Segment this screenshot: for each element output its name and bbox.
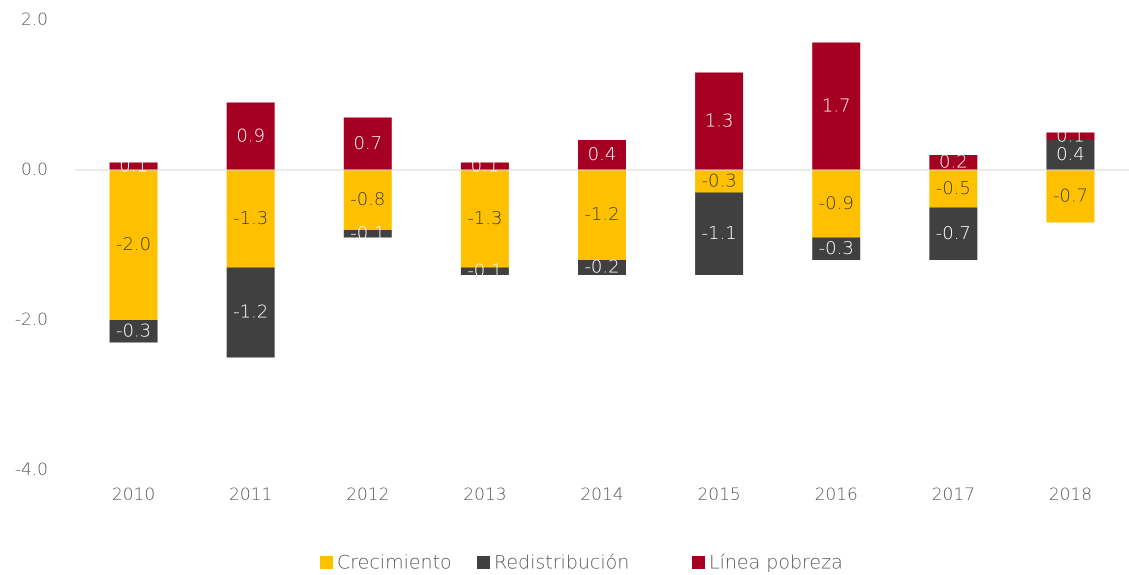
data-label: 0.1 [119,155,148,176]
data-label: 0.2 [939,152,968,173]
bar-segment [226,267,275,358]
data-label: -0.7 [1053,185,1088,206]
bar-segment [1046,170,1095,223]
bar-segment [695,170,744,193]
data-label: -1.2 [584,204,619,225]
legend-swatch [692,556,705,569]
x-tick-label: 2018 [1049,485,1092,505]
data-label: -1.3 [467,208,502,229]
bar-segment [929,170,978,208]
bar-segment [812,237,861,260]
bar-segment [695,192,744,275]
y-tick-label: 2.0 [21,10,48,30]
data-label: -0.9 [819,193,854,214]
bar-segment [109,170,158,320]
data-label: -0.3 [116,320,151,341]
y-tick-label: 0.0 [21,160,48,180]
bar-segment [343,230,392,238]
bar-segment [929,207,978,260]
data-label: -1.2 [233,302,268,323]
data-label: -1.1 [702,223,737,244]
bar-segment [812,42,861,170]
bar-segment [460,170,509,268]
data-label: 0.7 [353,133,382,154]
bar-segment [812,170,861,238]
bar-segment [578,170,626,260]
legend-label: Línea pobreza [709,552,843,574]
x-tick-label: 2016 [815,485,858,505]
data-label: 0.9 [236,125,265,146]
y-tick-label: -2.0 [15,310,48,330]
bar-segment [578,260,626,275]
bar-segment [929,155,978,170]
bar-segment [578,140,626,170]
bar-segment [460,162,509,170]
data-label: -0.1 [467,260,502,281]
data-label: -1.3 [233,208,268,229]
x-tick-label: 2013 [463,485,506,505]
y-tick-label: -4.0 [15,460,48,480]
legend-swatch [320,556,333,569]
bar-segment [695,72,744,170]
x-tick-label: 2015 [697,485,740,505]
legend-label: Redistribución [494,552,629,574]
bar-segment [1046,140,1095,170]
x-tick-label: 2010 [112,485,155,505]
data-label: 1.7 [822,95,851,116]
data-label: -0.5 [936,178,971,199]
data-label: -2.0 [116,234,151,255]
data-label: 1.3 [705,110,734,131]
bar-segment [343,117,392,170]
data-label: 0.1 [1056,125,1085,146]
bar-segment [343,170,392,230]
data-label: 0.4 [1056,144,1085,165]
data-label: -0.3 [702,170,737,191]
data-label: -0.1 [350,223,385,244]
data-label: -0.7 [936,223,971,244]
bar-segment [109,320,158,343]
x-tick-label: 2012 [346,485,389,505]
bar-segment [109,162,158,170]
data-label: -0.8 [350,189,385,210]
data-label: -0.2 [584,257,619,278]
x-tick-label: 2011 [229,485,272,505]
data-label: 0.1 [471,155,500,176]
bar-segment [1046,132,1095,140]
bar-segment [460,267,509,275]
data-label: -0.3 [819,238,854,259]
legend-label: Crecimiento [337,552,452,574]
bar-segment [226,170,275,268]
x-tick-label: 2017 [932,485,975,505]
bar-segment [226,102,275,170]
legend-swatch [477,556,490,569]
x-tick-label: 2014 [580,485,623,505]
data-label: 0.4 [588,144,617,165]
